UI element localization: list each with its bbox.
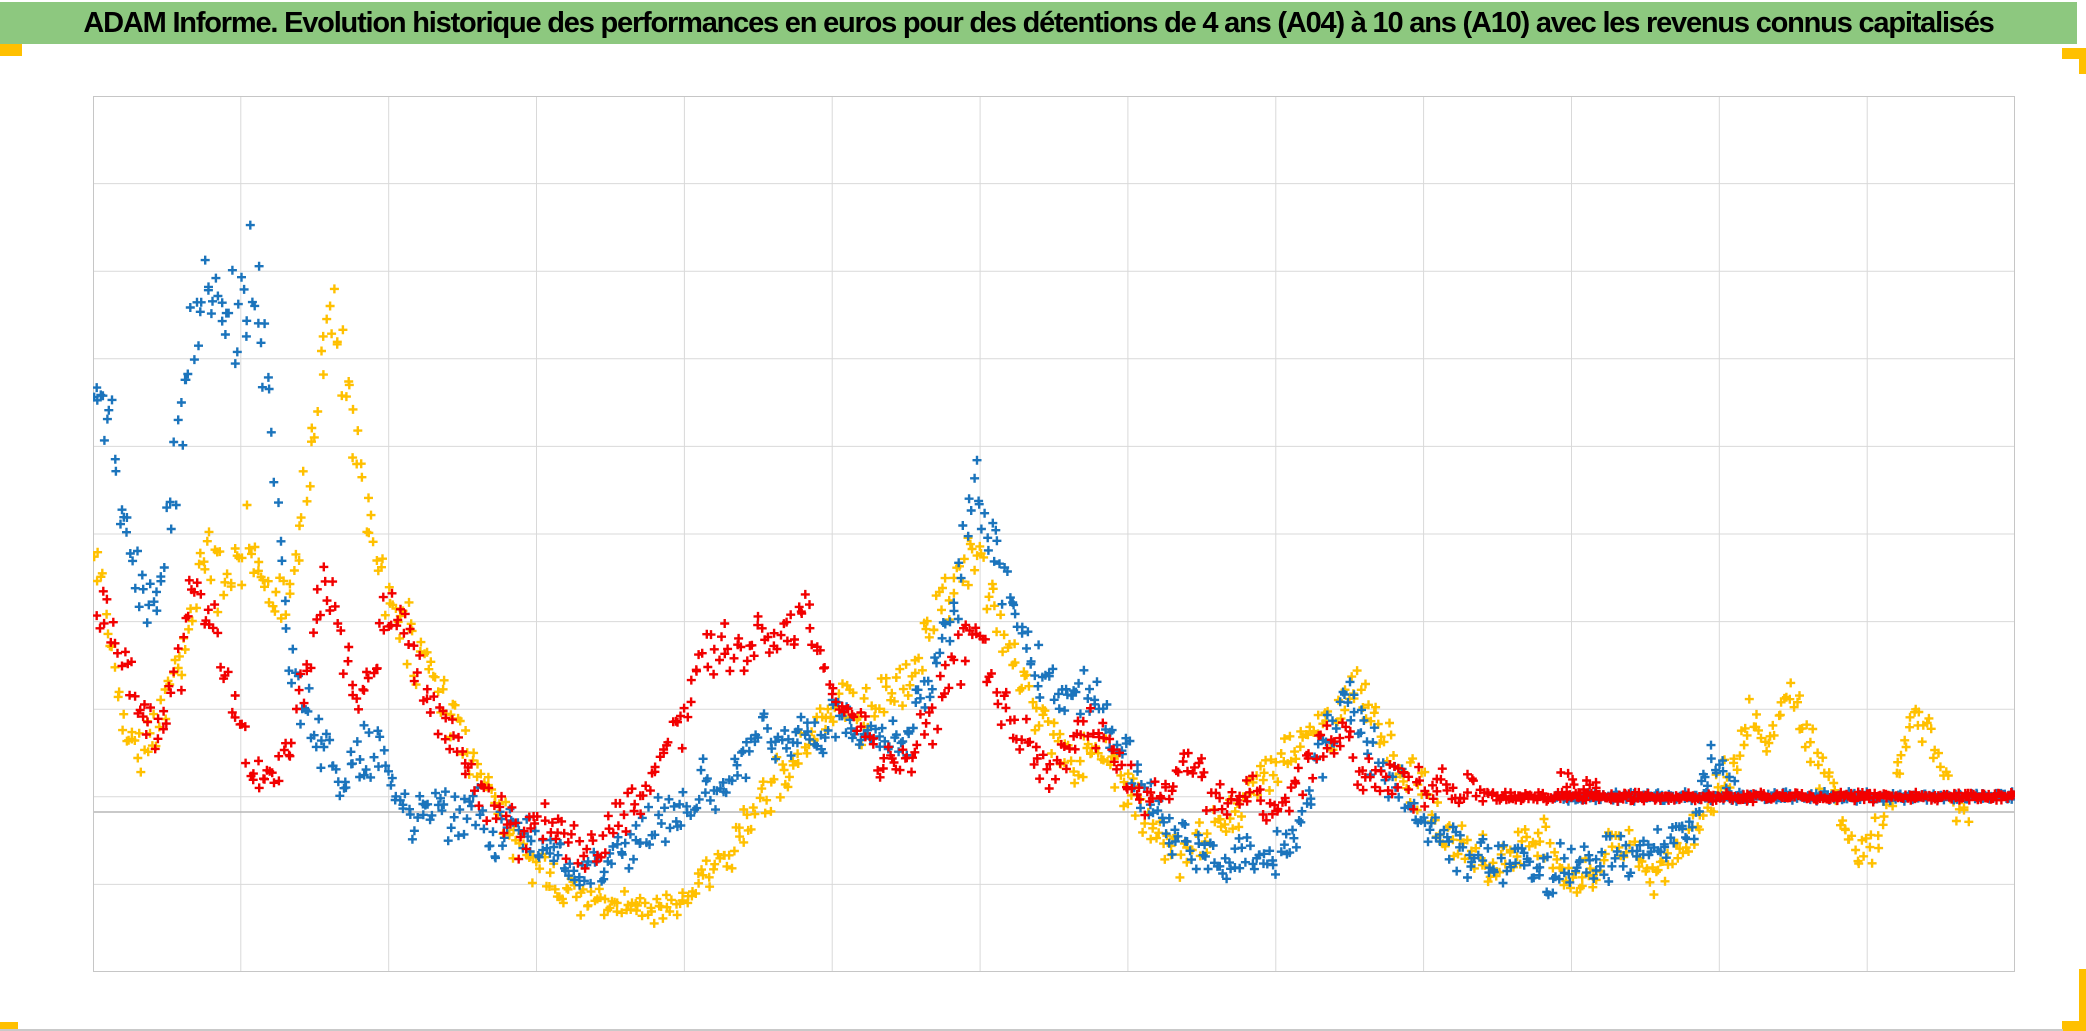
slide-bottom-border	[0, 1029, 2063, 1031]
corner-accent-top-right-v	[2079, 48, 2086, 74]
corner-accent-bottom-right-h	[2062, 1021, 2086, 1031]
series-gold	[93, 284, 1974, 928]
corner-accent-bottom-right-v	[2079, 969, 2086, 1031]
slide-title: ADAM Informe. Evolution historique des p…	[83, 6, 1994, 39]
scatter-chart	[93, 96, 2015, 972]
corner-accent-bottom-left	[0, 1022, 18, 1031]
title-banner: ADAM Informe. Evolution historique des p…	[0, 2, 2077, 44]
series-red	[93, 562, 2015, 873]
chart-plot-border	[93, 96, 2015, 972]
corner-accent-top-left	[0, 44, 22, 56]
corner-accent-top-right-h	[2062, 48, 2086, 59]
chart-gridlines	[93, 96, 2015, 972]
